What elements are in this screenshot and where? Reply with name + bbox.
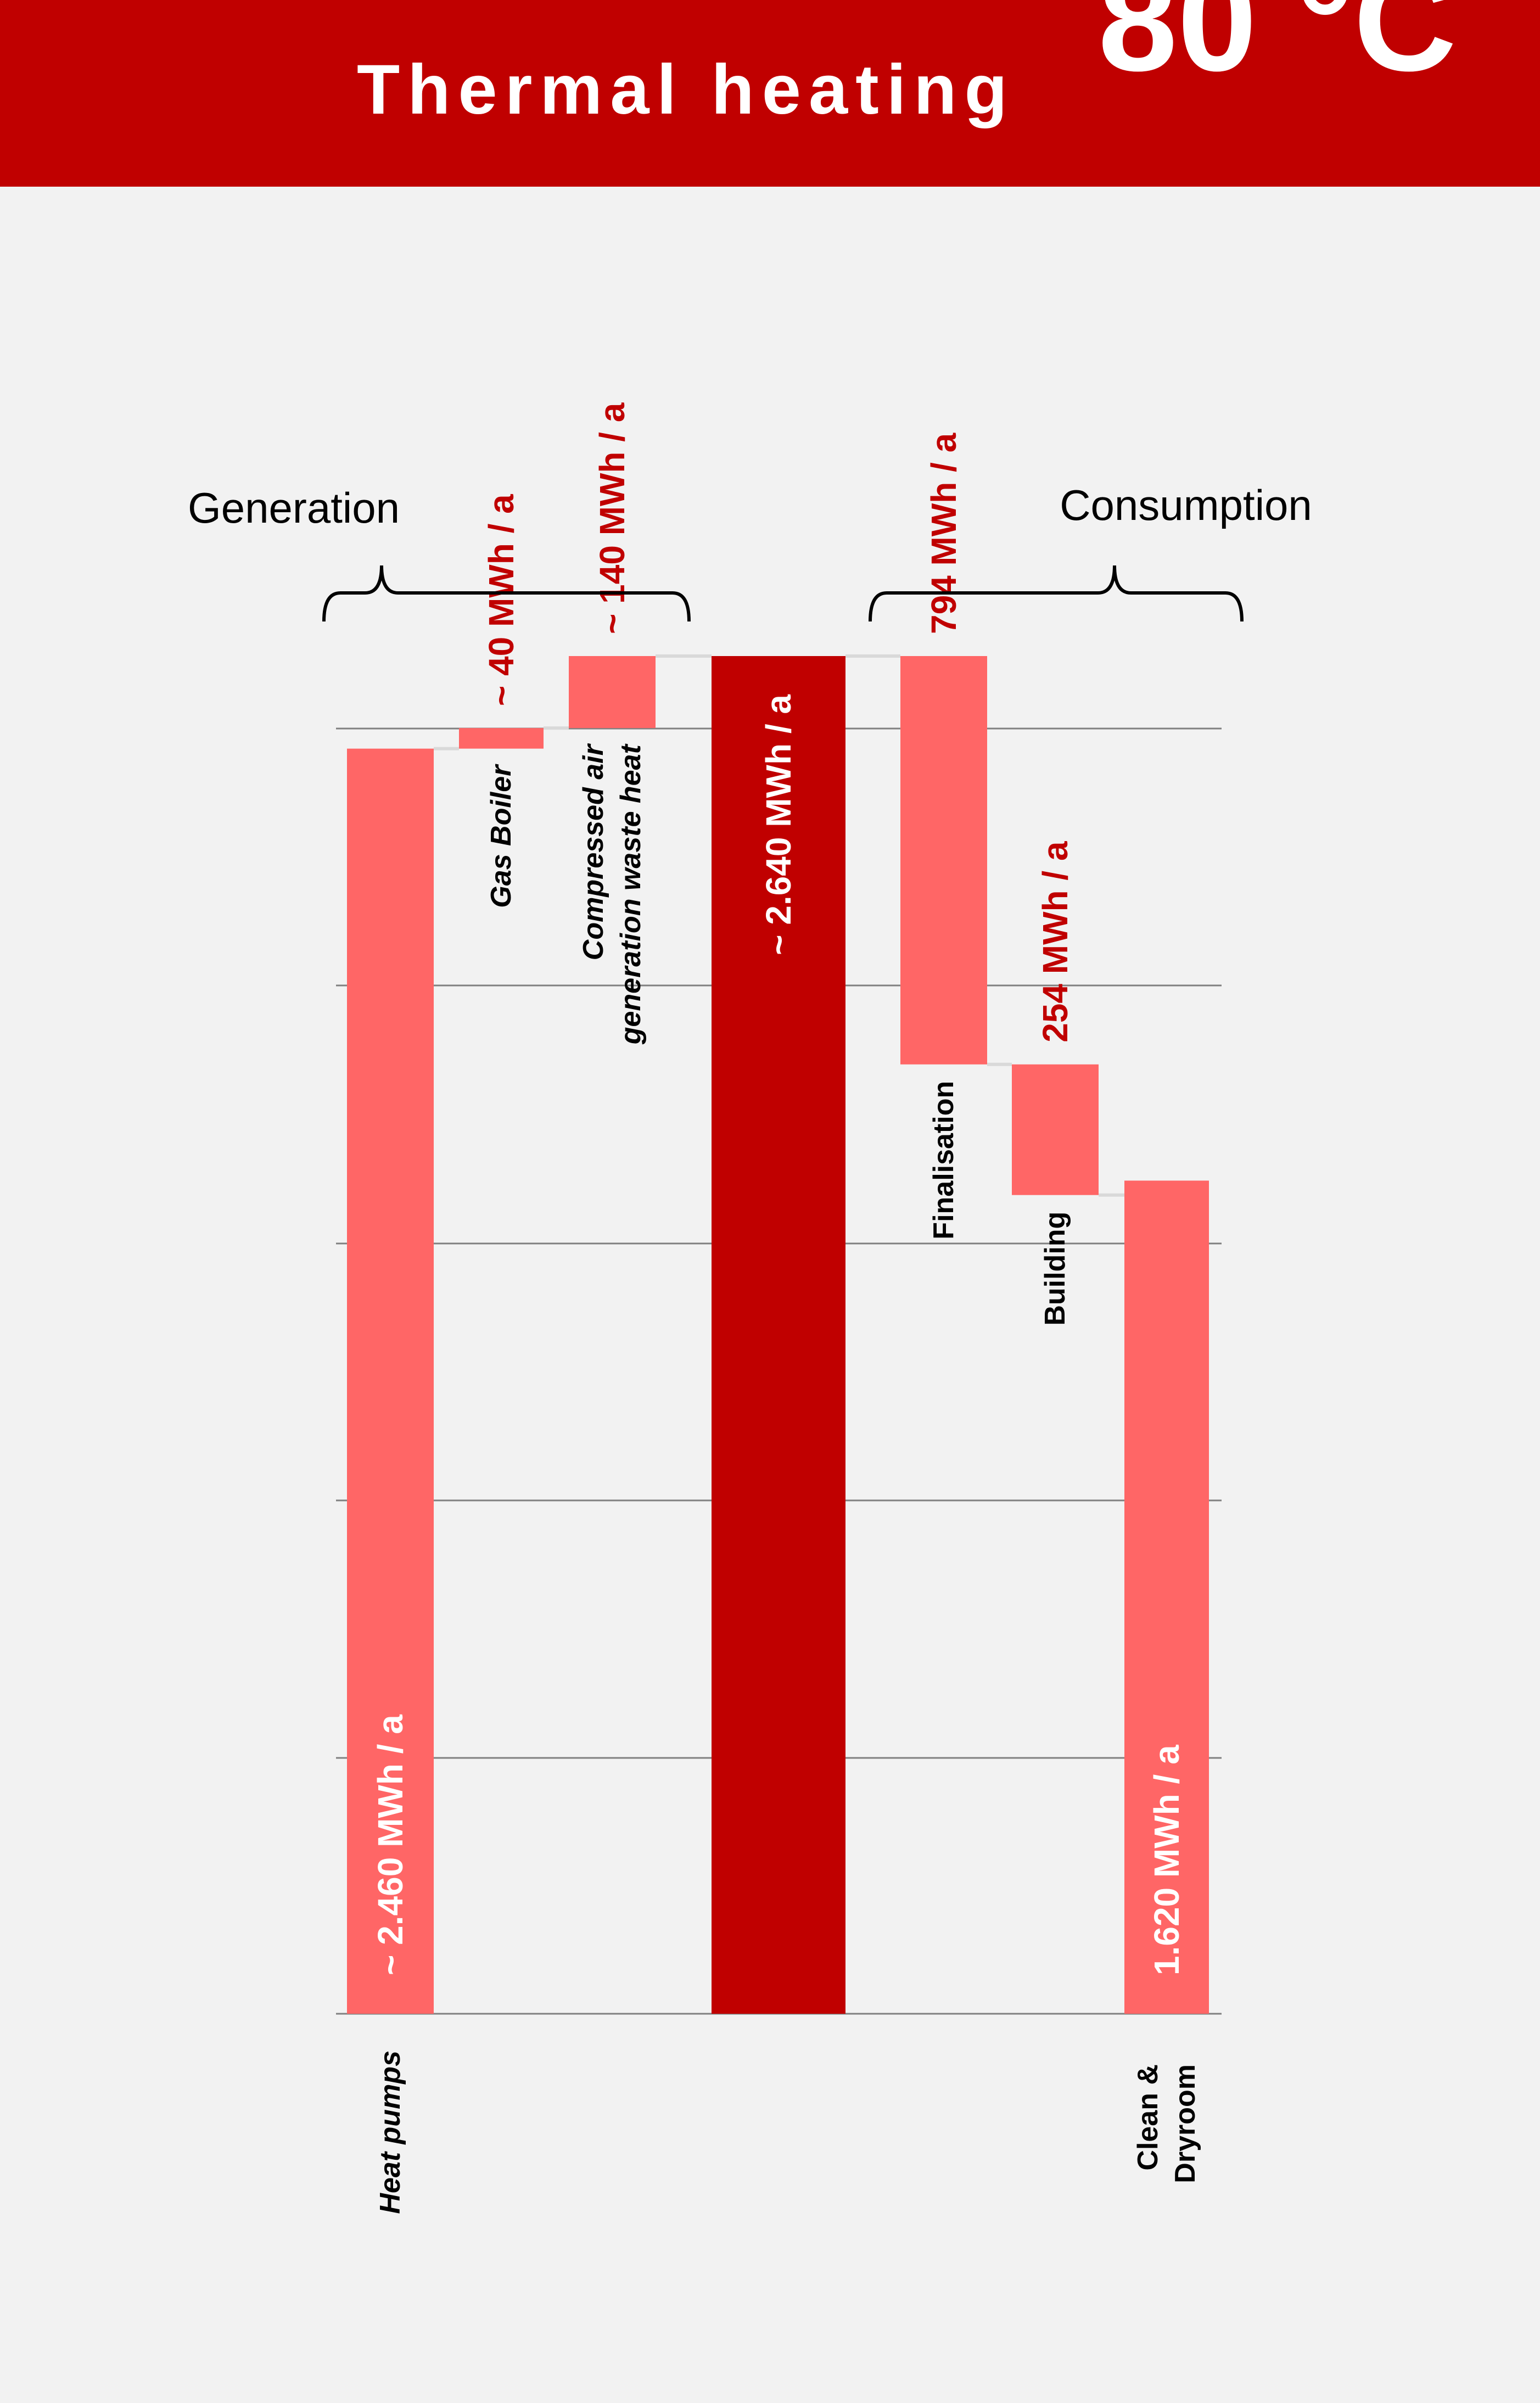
value-label-5: 794 MWh / a [924, 433, 964, 634]
bar-6 [1012, 1064, 1099, 1195]
group-brace-2 [869, 565, 1244, 622]
category-label-2-line-1: Gas Boiler [485, 764, 517, 908]
group-label-1: Generation [188, 484, 400, 532]
bar-1 [347, 748, 434, 2014]
value-label-1: ~ 2.460 MWh / a [371, 1715, 410, 1975]
group-brace-1 [322, 565, 691, 622]
bar-2 [459, 728, 544, 749]
bar-5 [900, 656, 987, 1065]
category-label-7-line-1: Clean & [1132, 2064, 1164, 2171]
bar-4 [712, 656, 845, 2014]
bars [347, 656, 1209, 2014]
group-labels: Generation Consumption [188, 481, 1312, 622]
value-labels: ~ 2.460 MWh / a ~ 40 MWh / a ~ 140 MWh / a… [371, 402, 1186, 1975]
category-labels: Heat pumps Gas Boiler Compressed air genera… [374, 743, 1201, 2214]
category-label-1-line-1: Heat pumps [374, 2051, 406, 2214]
category-label-5-line-1: Finalisation [928, 1081, 960, 1240]
value-label-7: 1.620 MWh / a [1147, 1745, 1186, 1975]
category-label-7-line-2: Dryroom [1169, 2064, 1201, 2183]
bar-3 [569, 656, 656, 729]
bar-7 [1124, 1180, 1209, 2014]
value-label-2: ~ 40 MWh / a [481, 494, 521, 706]
temperature-badge: 80 °C [1098, 0, 1457, 101]
page-title: Thermal heating [357, 51, 1015, 129]
header-banner: Thermal heating 80 °C [0, 0, 1540, 187]
bar-connectors [434, 654, 1124, 1197]
group-label-2: Consumption [1060, 481, 1312, 529]
category-label-6-line-1: Building [1039, 1212, 1071, 1326]
value-label-4: ~ 2.640 MWh / a [759, 694, 798, 955]
category-label-3-line-1: Compressed air [578, 743, 609, 960]
category-label-3-line-2: generation waste heat [615, 743, 647, 1045]
value-label-3: ~ 140 MWh / a [592, 402, 632, 634]
value-label-6: 254 MWh / a [1035, 841, 1075, 1043]
